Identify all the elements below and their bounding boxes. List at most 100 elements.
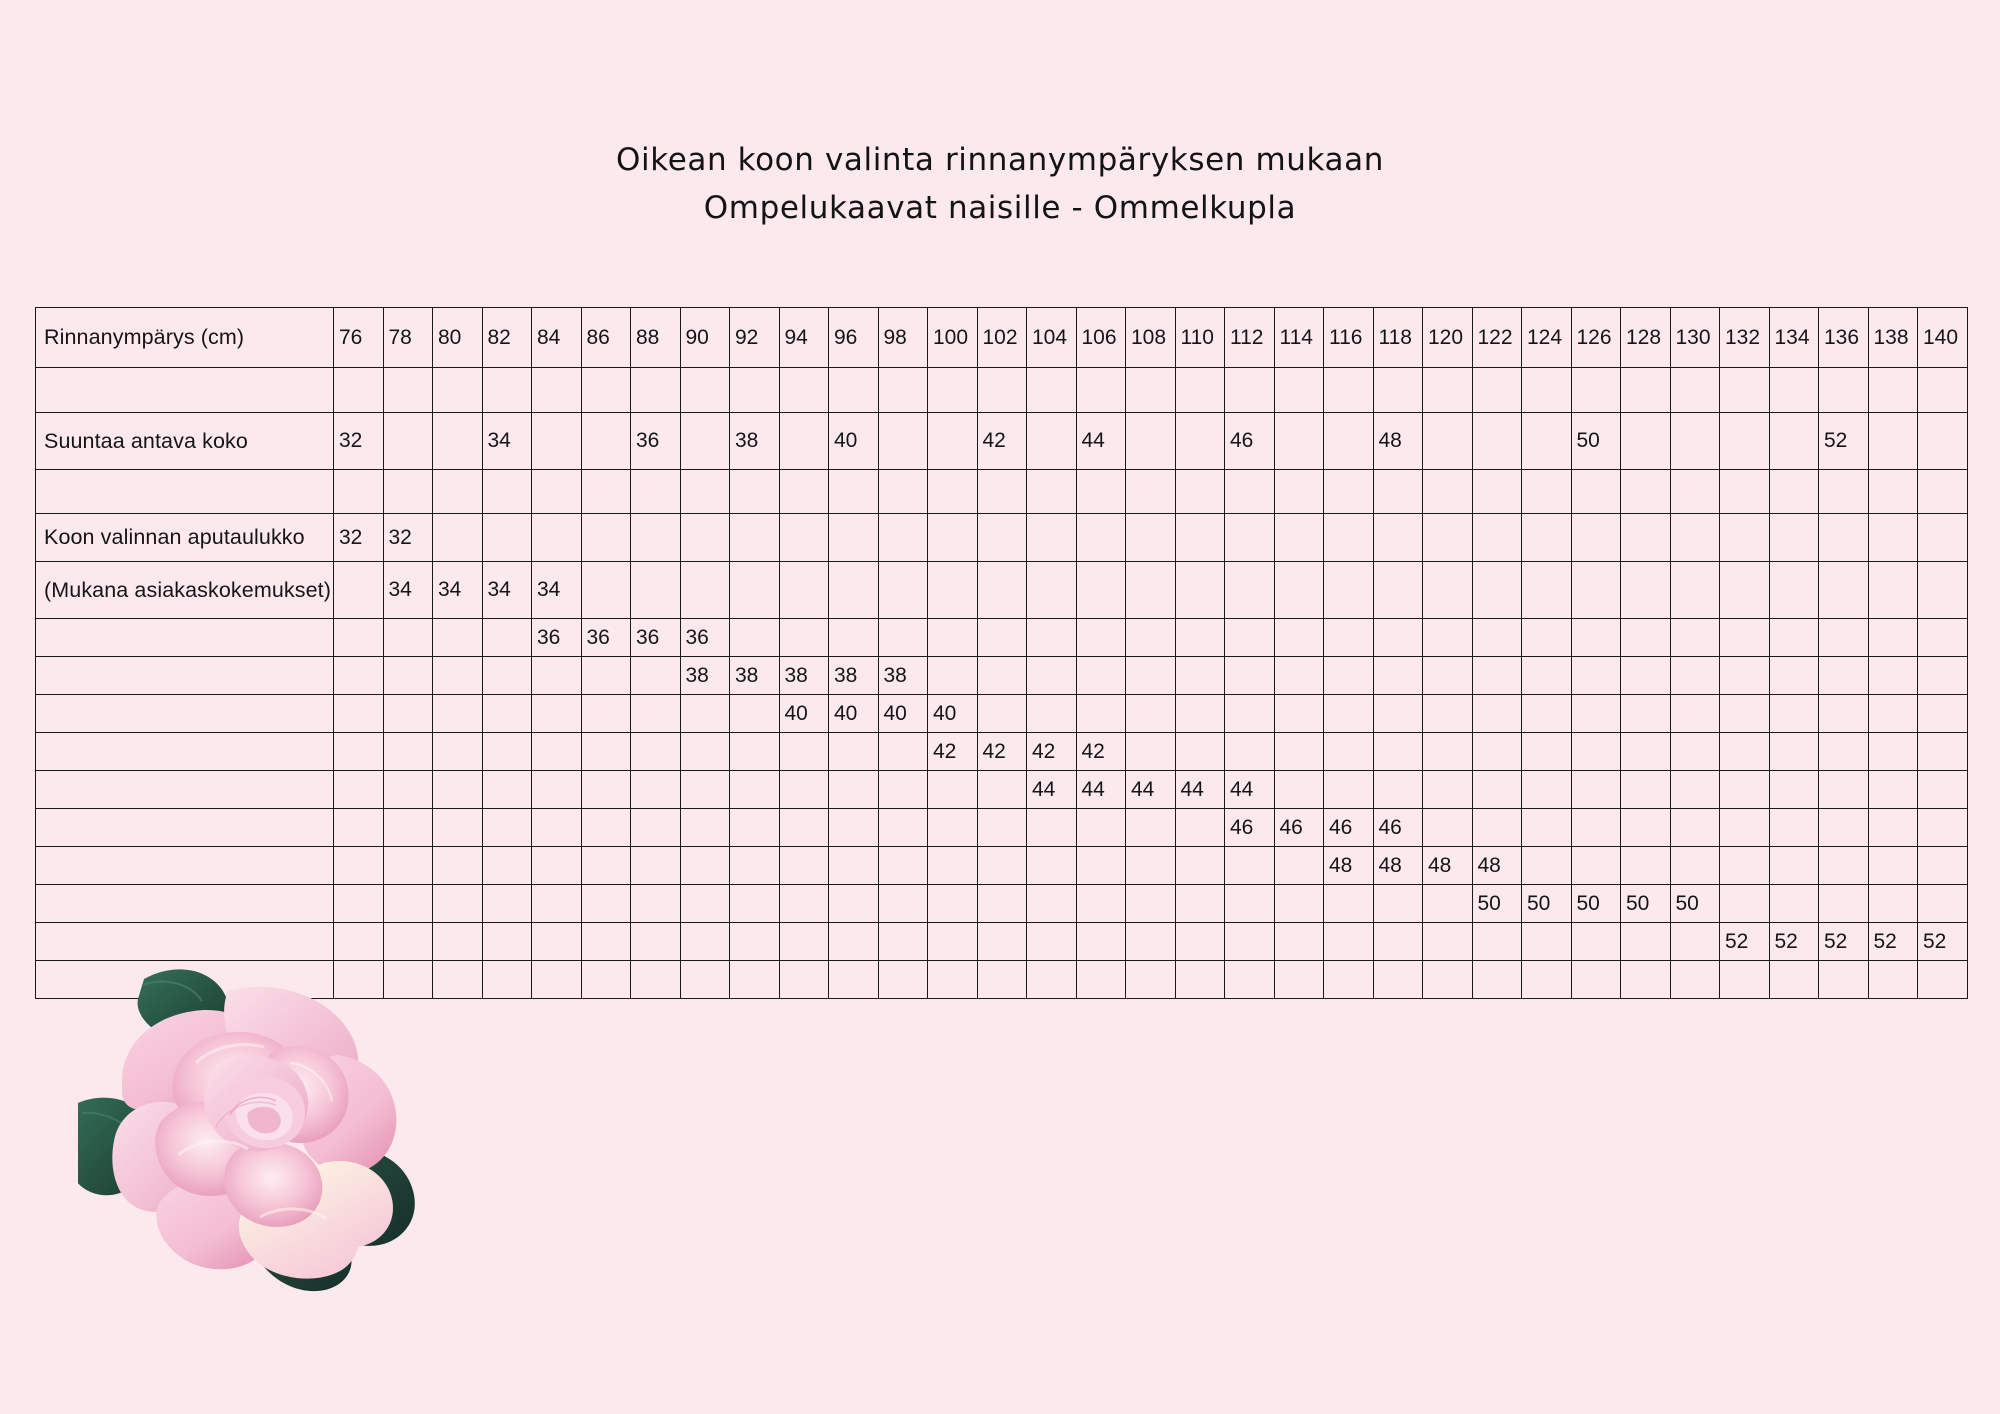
table-cell xyxy=(778,618,829,657)
table-cell xyxy=(630,846,681,885)
table-cell xyxy=(382,656,433,695)
table-cell xyxy=(1521,367,1572,413)
table-cell xyxy=(729,367,780,413)
table-cell xyxy=(927,960,978,999)
table-cell xyxy=(630,770,681,809)
table-cell xyxy=(1719,656,1770,695)
table-cell xyxy=(481,732,532,771)
table-row-helper-4: 40 40 40 40 xyxy=(35,694,1968,733)
table-cell xyxy=(1224,922,1275,961)
table-cell xyxy=(531,884,582,923)
table-cell xyxy=(1422,656,1473,695)
table-cell xyxy=(1669,808,1720,847)
table-cell xyxy=(1372,960,1423,999)
table-cell xyxy=(679,770,730,809)
pink-rose-illustration xyxy=(78,955,418,1295)
table-cell: 42 xyxy=(976,732,1027,771)
table-cell xyxy=(531,732,582,771)
table-cell: 132 xyxy=(1719,307,1770,368)
table-cell xyxy=(679,694,730,733)
table-cell xyxy=(1719,367,1770,413)
table-row-spacer-1 xyxy=(35,367,1968,413)
table-cell: 116 xyxy=(1323,307,1374,368)
table-cell xyxy=(828,884,879,923)
table-cell xyxy=(1471,367,1522,413)
table-cell xyxy=(481,922,532,961)
table-cell xyxy=(1422,367,1473,413)
table-cell xyxy=(1422,732,1473,771)
table-cell xyxy=(877,846,928,885)
table-cell xyxy=(1768,513,1819,562)
table-cell xyxy=(580,412,631,470)
table-cell xyxy=(976,922,1027,961)
table-cell: 96 xyxy=(828,307,879,368)
table-cell xyxy=(1273,922,1324,961)
rose-center xyxy=(204,1056,309,1152)
table-cell xyxy=(1125,808,1176,847)
table-cell xyxy=(1620,922,1671,961)
table-cell xyxy=(679,412,730,470)
table-cell xyxy=(1372,513,1423,562)
table-cell xyxy=(1026,513,1077,562)
table-cell: 50 xyxy=(1570,884,1621,923)
row-label-helper-table: Koon valinnan aputaulukko xyxy=(35,513,334,562)
table-cell xyxy=(1174,618,1225,657)
table-row-helper-7: 46 46 46 46 xyxy=(35,808,1968,847)
table-cell xyxy=(1521,808,1572,847)
table-row-helper-3: 38 38 38 38 38 xyxy=(35,656,1968,695)
table-cell xyxy=(1174,561,1225,619)
table-cell xyxy=(630,656,681,695)
table-cell xyxy=(333,846,384,885)
table-cell xyxy=(1125,656,1176,695)
table-cell xyxy=(1273,732,1324,771)
table-cell xyxy=(1075,960,1126,999)
table-cell xyxy=(1026,367,1077,413)
table-cell xyxy=(1422,513,1473,562)
table-cell xyxy=(877,922,928,961)
table-cell xyxy=(333,561,384,619)
table-cell xyxy=(1669,960,1720,999)
table-cell xyxy=(1719,808,1770,847)
table-cell: 90 xyxy=(679,307,730,368)
table-cell xyxy=(1768,656,1819,695)
table-cell xyxy=(927,618,978,657)
table-cell xyxy=(1521,618,1572,657)
table-cell: 52 xyxy=(1719,922,1770,961)
table-cell xyxy=(630,561,681,619)
table-cell xyxy=(1917,694,1968,733)
table-cell xyxy=(1867,770,1918,809)
table-cell xyxy=(1471,618,1522,657)
table-cell xyxy=(778,513,829,562)
table-cell xyxy=(580,770,631,809)
table-cell: 86 xyxy=(580,307,631,368)
table-cell: 46 xyxy=(1224,808,1275,847)
table-cell: 98 xyxy=(877,307,928,368)
table-cell xyxy=(1521,469,1572,514)
size-chart-table: Rinnanympärys (cm) 76 78 80 82 84 86 88 90 92 94 96… xyxy=(35,307,1968,999)
table-cell xyxy=(1026,412,1077,470)
table-cell xyxy=(1768,561,1819,619)
table-cell xyxy=(1273,694,1324,733)
table-cell xyxy=(481,656,532,695)
table-cell xyxy=(630,808,681,847)
table-cell xyxy=(1719,846,1770,885)
table-cell xyxy=(1372,469,1423,514)
table-cell xyxy=(1669,561,1720,619)
table-cell xyxy=(976,884,1027,923)
table-cell xyxy=(1174,884,1225,923)
table-cell xyxy=(531,846,582,885)
table-cell xyxy=(778,367,829,413)
table-cell xyxy=(1867,412,1918,470)
table-cell xyxy=(1224,513,1275,562)
table-cell xyxy=(1521,960,1572,999)
table-cell xyxy=(927,846,978,885)
table-cell xyxy=(1273,367,1324,413)
table-cell xyxy=(432,770,483,809)
table-cell xyxy=(432,808,483,847)
table-cell xyxy=(1372,656,1423,695)
table-cell xyxy=(828,469,879,514)
table-row-helper-8: 48 48 48 48 xyxy=(35,846,1968,885)
table-cell xyxy=(877,770,928,809)
table-cell xyxy=(1620,656,1671,695)
table-cell xyxy=(333,656,384,695)
